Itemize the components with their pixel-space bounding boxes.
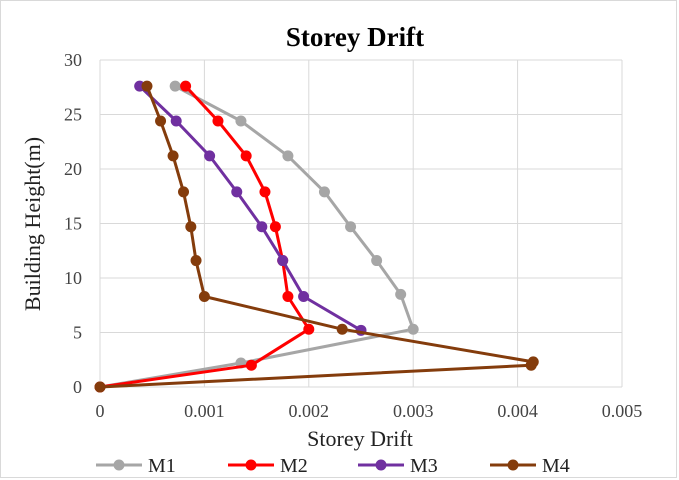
data-point-m4 xyxy=(336,323,348,335)
data-point-m1 xyxy=(318,186,330,198)
legend-item-m1: M1 xyxy=(96,455,176,477)
legend-swatch-marker xyxy=(245,459,257,471)
x-tick-label: 0.003 xyxy=(393,401,434,421)
data-point-m1 xyxy=(169,80,181,92)
data-point-m4 xyxy=(190,255,202,267)
series-line-m1 xyxy=(99,84,415,389)
legend-swatch-marker xyxy=(375,459,387,471)
data-point-m4 xyxy=(141,80,153,92)
data-point-m4 xyxy=(198,291,210,303)
tick-labels: 0 5 10 15 20 25 30 0 0.001 0.002 0.003 0.004 0.005 xyxy=(64,50,642,421)
x-tick-label: 0 xyxy=(96,401,105,421)
y-tick-label: 10 xyxy=(64,268,82,288)
data-point-m3 xyxy=(256,221,268,233)
legend-label: M4 xyxy=(542,455,570,477)
data-point-m3 xyxy=(204,150,216,162)
data-point-m4 xyxy=(178,186,190,198)
series-line-m3 xyxy=(138,85,362,332)
data-point-m3 xyxy=(277,255,289,267)
y-tick-label: 30 xyxy=(64,50,82,70)
data-point-m1 xyxy=(235,115,247,127)
y-tick-label: 5 xyxy=(73,323,82,343)
data-point-m2 xyxy=(259,186,271,198)
y-tick-label: 0 xyxy=(73,377,82,397)
data-point-m3 xyxy=(231,186,243,198)
legend-label: M1 xyxy=(148,455,176,477)
data-point-m1 xyxy=(407,323,419,335)
legend-item-m3: M3 xyxy=(358,455,438,477)
data-point-m2 xyxy=(212,115,224,127)
legend-label: M2 xyxy=(280,455,308,477)
legend-item-m2: M2 xyxy=(228,455,308,477)
chart-title: Storey Drift xyxy=(286,22,424,52)
x-tick-label: 0.004 xyxy=(497,401,538,421)
series-m1 xyxy=(94,80,419,393)
legend-item-m4: M4 xyxy=(490,455,570,477)
series-layer xyxy=(94,80,539,393)
data-point-m4 xyxy=(527,356,539,368)
y-axis-title: Building Height(m) xyxy=(20,137,45,311)
gridlines xyxy=(99,59,623,388)
legend: M1 M2 M3 M4 xyxy=(96,455,570,477)
data-point-m3 xyxy=(298,291,310,303)
data-point-m1 xyxy=(345,221,357,233)
data-point-m1 xyxy=(371,255,383,267)
data-point-m3 xyxy=(170,115,182,127)
data-point-m2 xyxy=(245,359,257,371)
x-tick-label: 0.001 xyxy=(184,401,225,421)
legend-swatch-marker xyxy=(113,459,125,471)
y-tick-label: 15 xyxy=(64,214,82,234)
y-tick-label: 25 xyxy=(64,105,82,125)
data-point-m2 xyxy=(282,291,294,303)
data-point-m2 xyxy=(303,323,315,335)
x-axis-title: Storey Drift xyxy=(307,426,413,451)
legend-swatch-marker xyxy=(507,459,519,471)
y-tick-label: 20 xyxy=(64,159,82,179)
data-point-m4 xyxy=(185,221,197,233)
series-line-m4 xyxy=(99,85,535,389)
series-line-m2 xyxy=(99,85,311,389)
data-point-m2 xyxy=(180,80,192,92)
data-point-m2 xyxy=(240,150,252,162)
data-point-m1 xyxy=(395,288,407,300)
data-point-m4 xyxy=(167,150,179,162)
x-tick-label: 0.005 xyxy=(602,401,643,421)
x-tick-label: 0.002 xyxy=(289,401,330,421)
data-point-m4 xyxy=(155,115,167,127)
series-m3 xyxy=(134,80,367,336)
legend-label: M3 xyxy=(410,455,438,477)
data-point-m2 xyxy=(269,221,281,233)
data-point-m1 xyxy=(282,150,294,162)
data-point-m4 xyxy=(94,381,106,393)
series-m4 xyxy=(94,80,539,393)
